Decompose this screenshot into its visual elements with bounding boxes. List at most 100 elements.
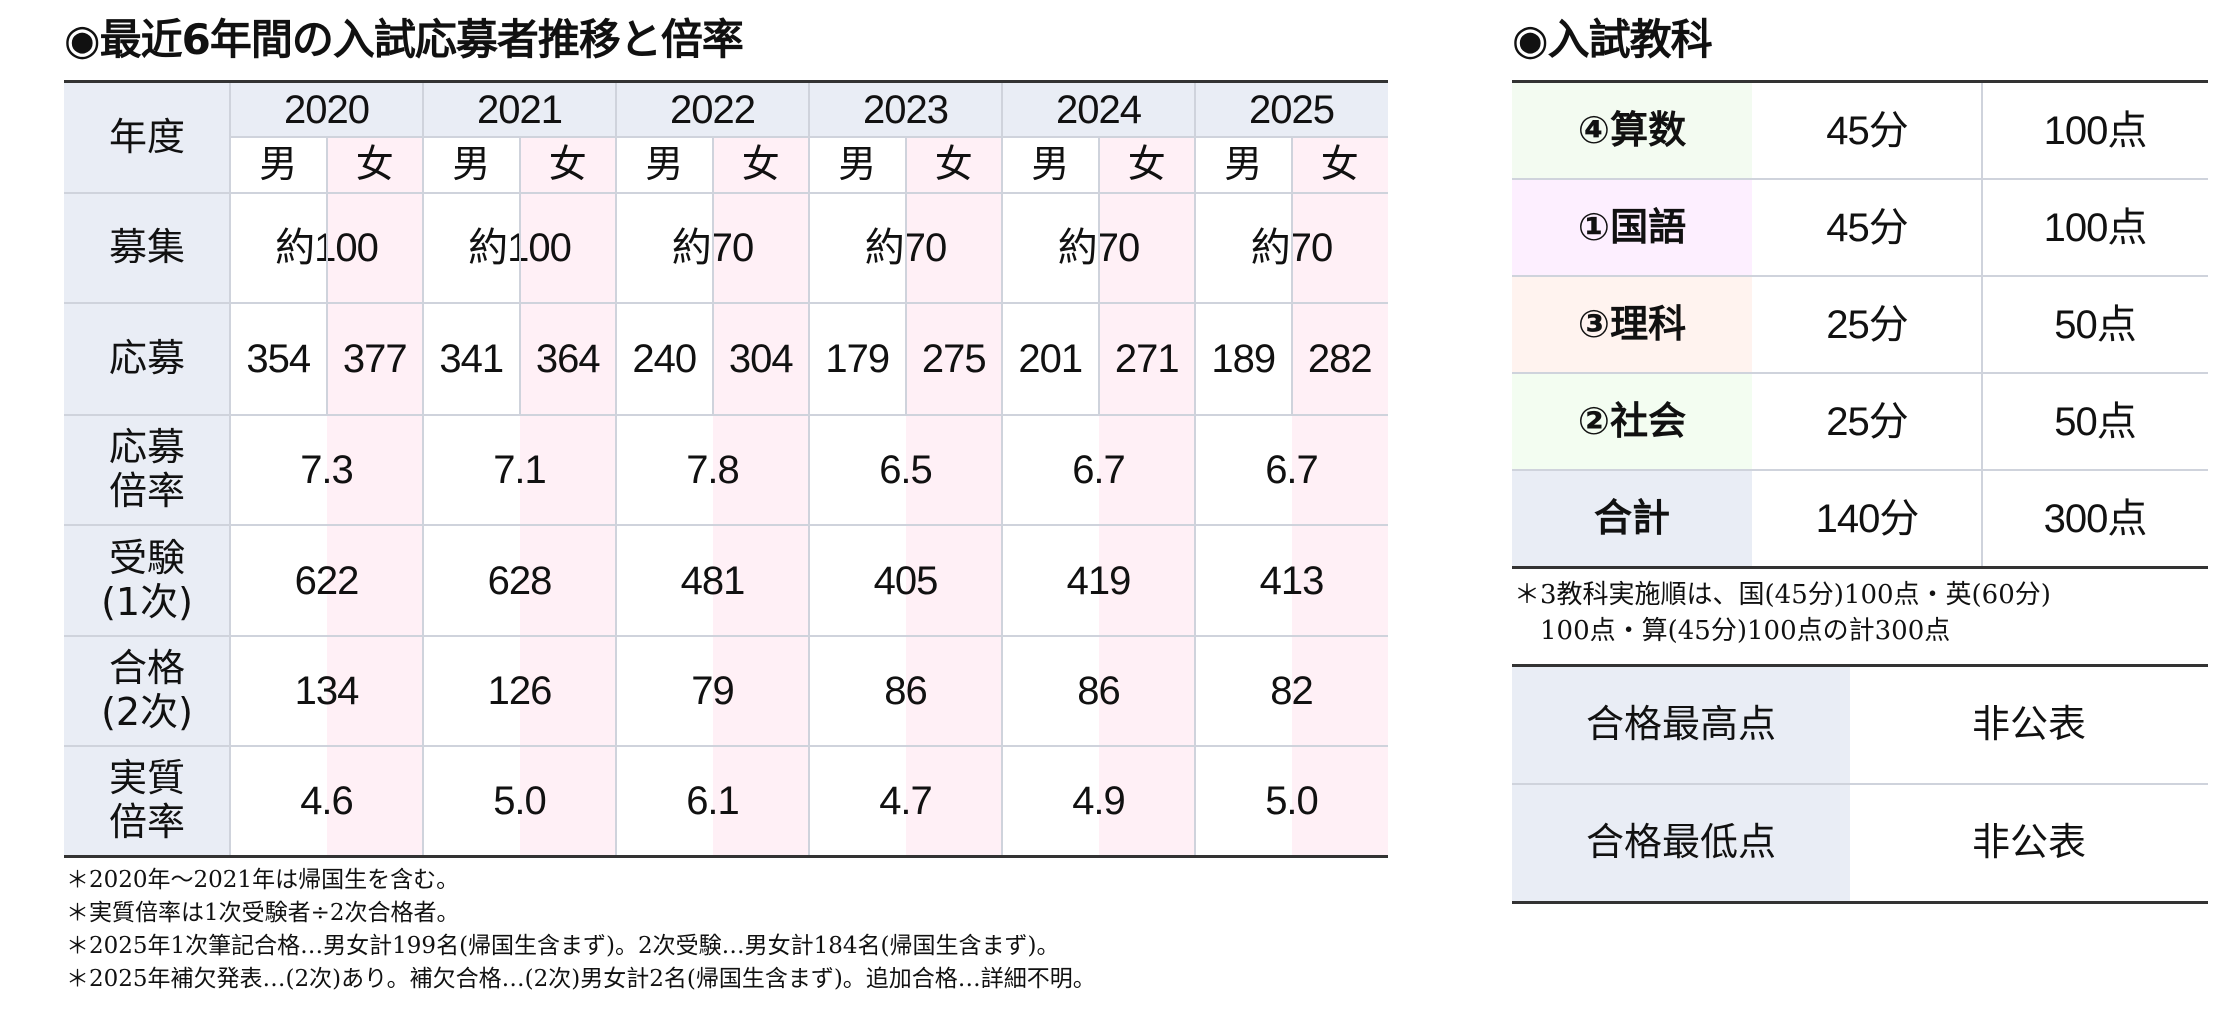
- row-divider: [1512, 372, 2208, 374]
- female-column-bg: [519, 137, 616, 856]
- applicants-male: 240: [632, 337, 697, 381]
- column-divider: [615, 82, 617, 856]
- row-divider: [1512, 783, 2208, 785]
- male-label: 男: [452, 142, 491, 187]
- real-ratio-value: 6.1: [686, 779, 740, 823]
- applicants-female: 304: [728, 337, 794, 381]
- applicants-female: 282: [1307, 337, 1373, 381]
- female-column-bg: [1291, 137, 1388, 856]
- subject-name: 合計: [1512, 470, 1752, 567]
- subject-points: 100点: [2043, 108, 2148, 153]
- male-label: 男: [645, 142, 684, 187]
- real-ratio-value: 5.0: [493, 779, 547, 823]
- real-ratio-value: 4.6: [300, 779, 354, 823]
- subject-name: ④算数: [1512, 82, 1752, 179]
- subject-name: ③理科: [1512, 276, 1752, 373]
- subjects-title: ◉入試教科: [1512, 15, 1713, 64]
- app-ratio-value: 7.3: [300, 448, 354, 492]
- score-label: 合格最低点: [1512, 784, 1850, 902]
- examinees-value: 481: [680, 558, 746, 603]
- applicants-male: 354: [246, 337, 311, 381]
- female-column-bg: [712, 137, 809, 856]
- row-label-real-ratio: 実質 倍率: [64, 746, 230, 856]
- sex-divider: [1290, 137, 1293, 303]
- column-divider: [1981, 82, 1983, 567]
- app-ratio-value: 6.7: [1265, 448, 1319, 492]
- sex-divider: [904, 303, 907, 415]
- year-label: 2025: [1249, 87, 1335, 132]
- subject-points: 50点: [2054, 302, 2137, 347]
- table-top-border: [1512, 664, 2208, 667]
- sex-divider: [1290, 303, 1293, 415]
- history-title: ◉最近6年間の入試応募者推移と倍率: [64, 15, 744, 64]
- score-label: 合格最高点: [1512, 666, 1850, 784]
- table-top-border: [64, 80, 1388, 83]
- applicants-female: 364: [535, 337, 601, 381]
- subject-time: 45分: [1826, 205, 1909, 250]
- sex-divider: [711, 137, 714, 303]
- app-ratio-value: 6.5: [879, 448, 933, 492]
- female-label: 女: [1320, 142, 1359, 187]
- year-label: 2020: [284, 87, 370, 132]
- female-label: 女: [934, 142, 973, 187]
- examinees-value: 622: [294, 558, 360, 603]
- applicants-female: 377: [342, 337, 408, 381]
- sex-divider: [518, 303, 521, 415]
- applicants-male: 179: [825, 337, 890, 381]
- female-column-bg: [1098, 137, 1195, 856]
- history-notes: ＊2020年～2021年は帰国生を含む。 ＊実質倍率は1次受験者÷2次合格者。 …: [66, 864, 1096, 996]
- passed-value: 82: [1270, 669, 1314, 713]
- row-divider: [64, 302, 1388, 304]
- row-divider: [64, 192, 1388, 194]
- score-value: 非公表: [1971, 820, 2086, 865]
- applicants-male: 201: [1018, 337, 1083, 381]
- year-label: 2021: [477, 87, 563, 132]
- note-line: ＊実質倍率は1次受験者÷2次合格者。: [66, 900, 460, 926]
- sex-divider: [1097, 303, 1100, 415]
- column-divider: [1001, 82, 1003, 856]
- sex-divider: [518, 137, 521, 303]
- male-label: 男: [259, 142, 298, 187]
- row-divider: [1512, 275, 2208, 277]
- subject-points: 50点: [2054, 399, 2137, 444]
- examinees-value: 628: [487, 558, 553, 603]
- row-label-recruit: 募集: [64, 193, 230, 303]
- app-ratio-value: 7.8: [686, 448, 740, 492]
- female-label: 女: [741, 142, 780, 187]
- subject-time: 45分: [1826, 108, 1909, 153]
- row-label-applicants: 応募: [64, 303, 230, 415]
- male-label: 男: [838, 142, 877, 187]
- subjects-note: ＊3教科実施順は、国(45分)100点・英(60分) 100点・算(45分)10…: [1514, 577, 2051, 649]
- row-divider: [64, 414, 1388, 416]
- subject-name: ②社会: [1512, 373, 1752, 470]
- sex-divider: [325, 303, 328, 415]
- applicants-male: 189: [1211, 337, 1276, 381]
- row-divider: [1512, 178, 2208, 180]
- year-label: 2024: [1056, 87, 1142, 132]
- sex-divider: [325, 137, 328, 303]
- passed-value: 126: [487, 669, 553, 713]
- year-header-cell: 年度: [64, 82, 230, 193]
- table-bottom-border: [64, 855, 1388, 858]
- subject-points: 100点: [2043, 205, 2148, 250]
- female-label: 女: [548, 142, 587, 187]
- subject-name: ①国語: [1512, 179, 1752, 276]
- sex-divider: [711, 303, 714, 415]
- real-ratio-value: 4.7: [879, 779, 933, 823]
- real-ratio-value: 4.9: [1072, 779, 1126, 823]
- column-divider: [422, 82, 424, 856]
- note-line: ＊3教科実施順は、国(45分)100点・英(60分): [1514, 580, 2051, 610]
- note-line: 100点・算(45分)100点の計300点: [1514, 616, 1951, 646]
- note-line: ＊2020年～2021年は帰国生を含む。: [66, 867, 460, 893]
- applicants-female: 275: [921, 337, 987, 381]
- female-label: 女: [355, 142, 394, 187]
- row-divider: [64, 524, 1388, 526]
- examinees-value: 413: [1259, 558, 1325, 603]
- subject-time: 140分: [1815, 496, 1920, 541]
- app-ratio-value: 7.1: [493, 448, 547, 492]
- passed-value: 86: [884, 669, 928, 713]
- sex-divider: [904, 137, 907, 303]
- examinees-value: 405: [873, 558, 939, 603]
- column-divider: [808, 82, 810, 856]
- app-ratio-value: 6.7: [1072, 448, 1126, 492]
